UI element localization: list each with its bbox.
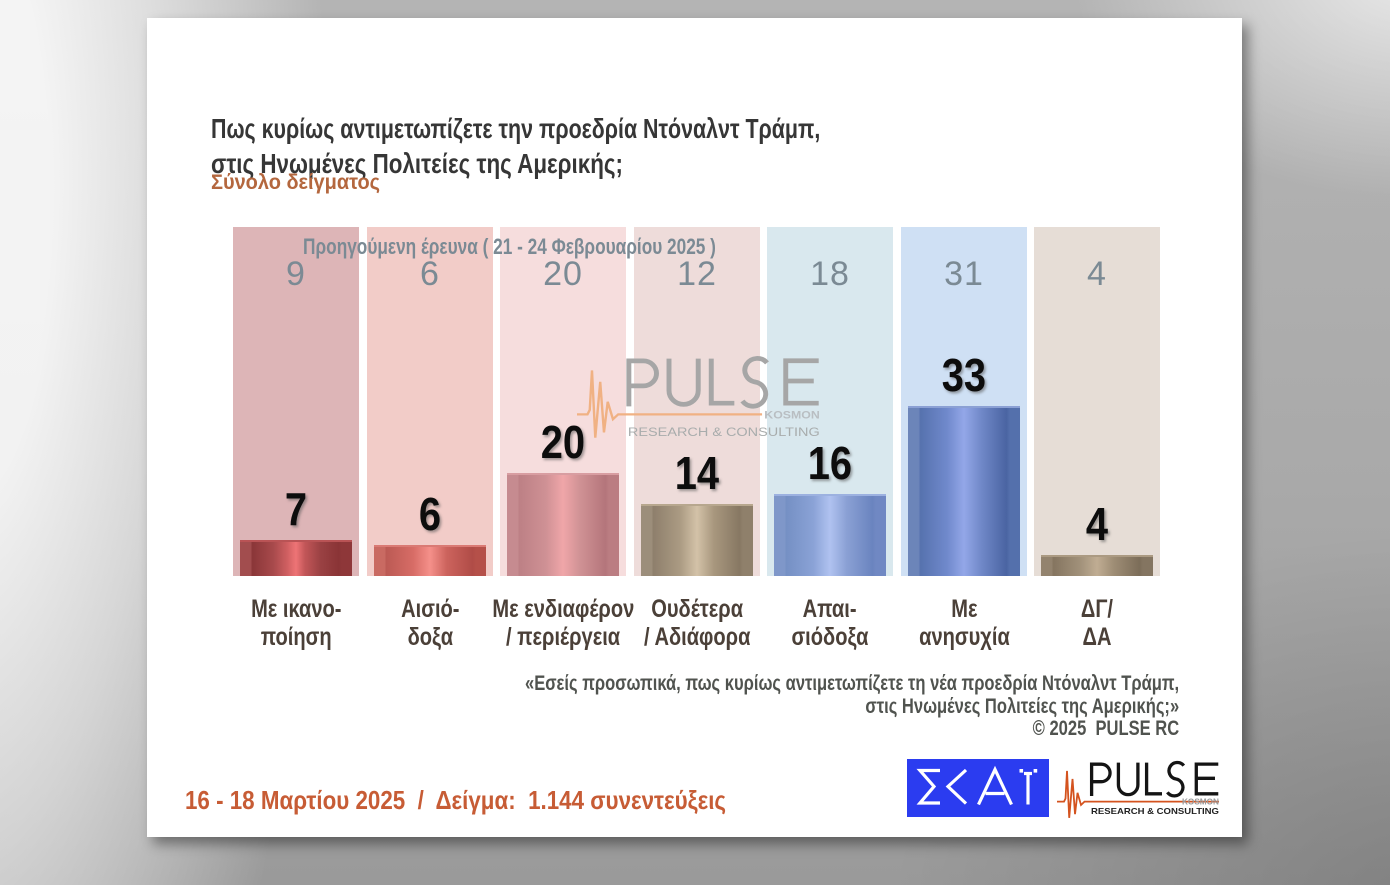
svg-text:KOSMON: KOSMON — [764, 409, 819, 422]
svg-text:RESEARCH & CONSULTING: RESEARCH & CONSULTING — [628, 425, 820, 439]
svg-text:KOSMON: KOSMON — [1182, 797, 1219, 806]
svg-text:RESEARCH & CONSULTING: RESEARCH & CONSULTING — [1091, 806, 1219, 816]
